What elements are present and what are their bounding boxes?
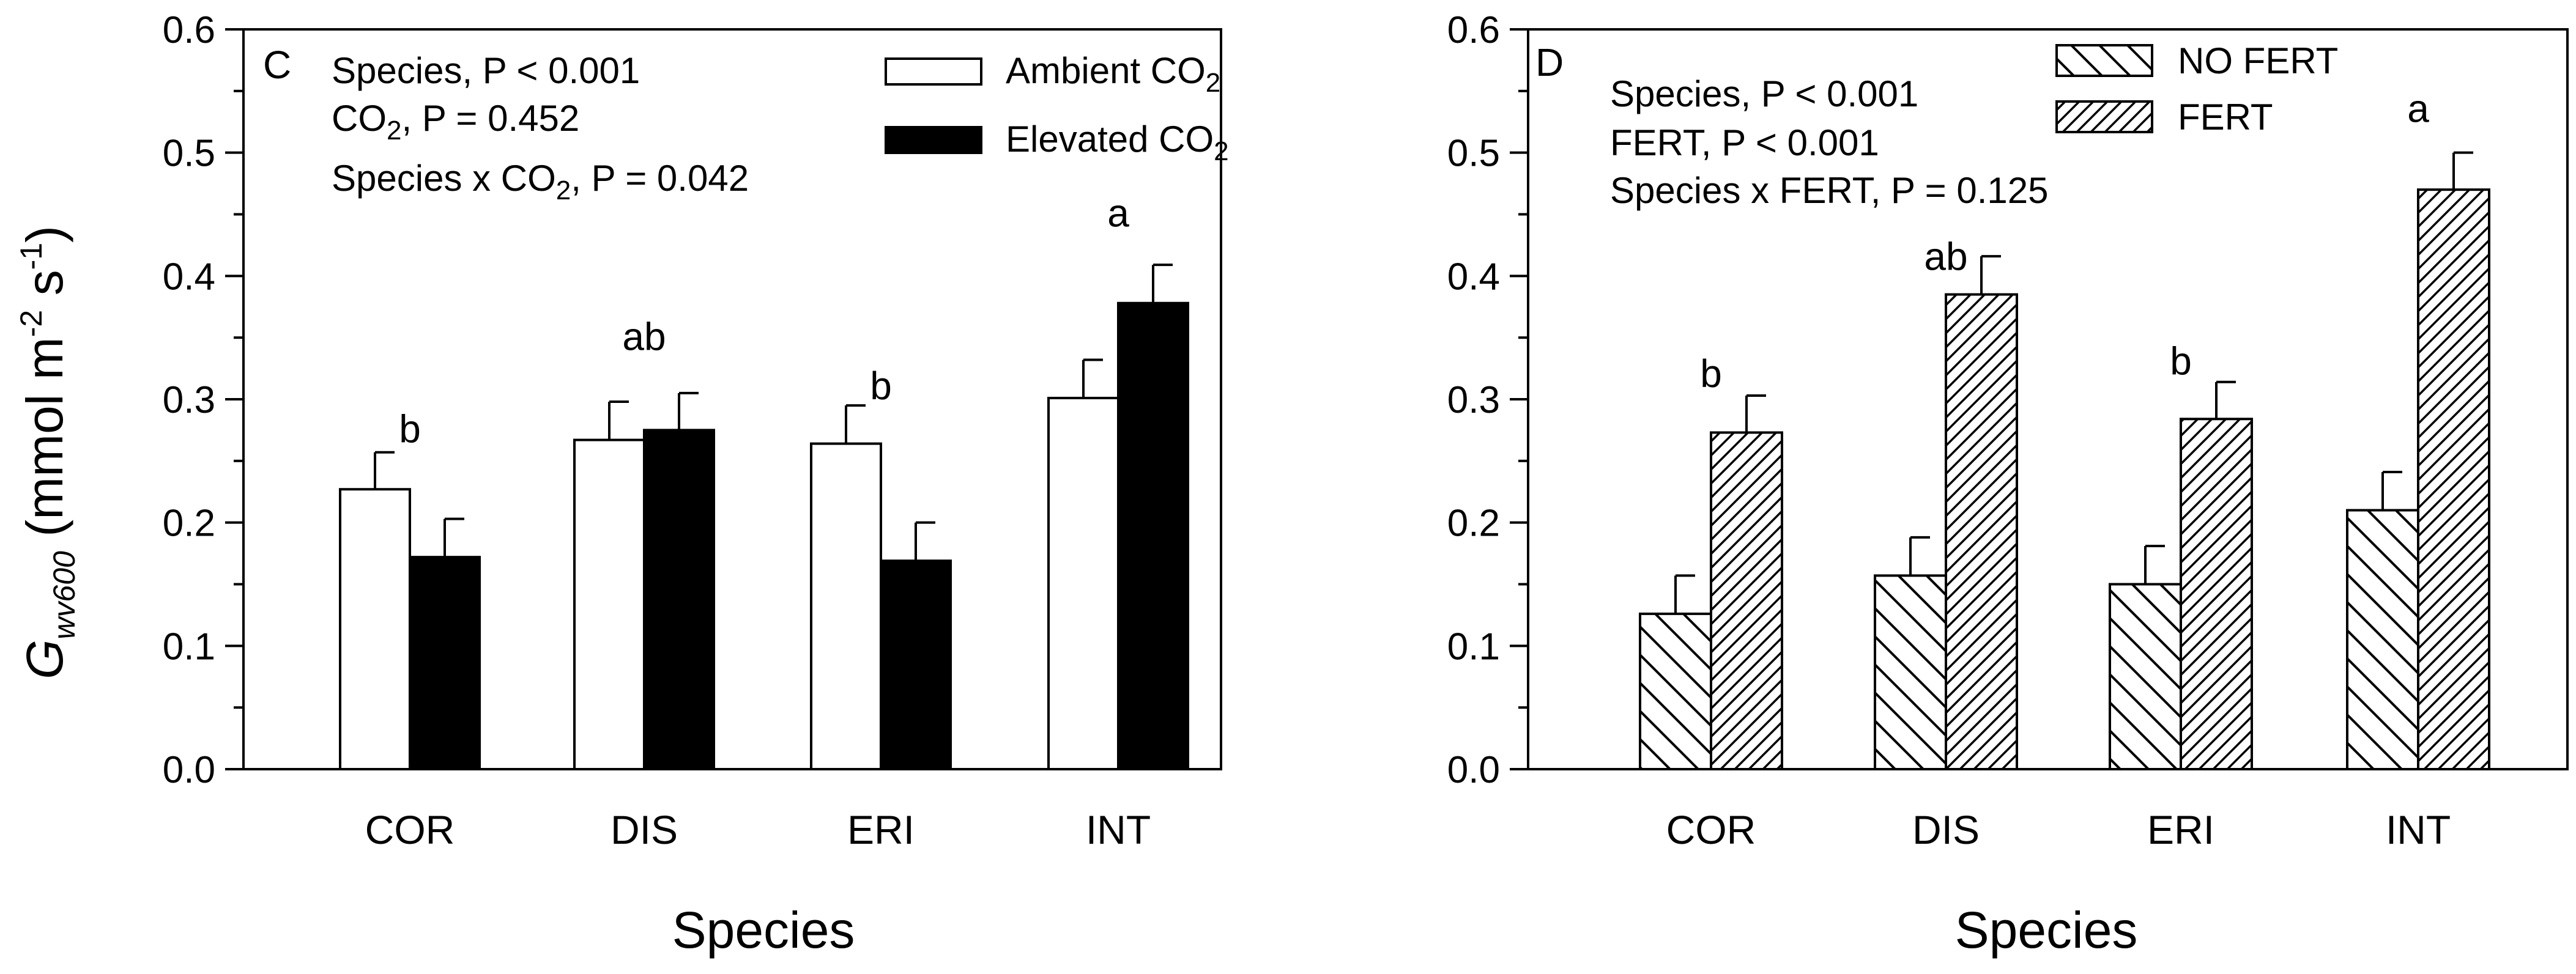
panel-d: 0.0 0.1 0.2 0.3 0.4 0.5 0.6 b ab b a COR DIS ERI INT… — [1447, 9, 2569, 959]
bar — [339, 488, 411, 770]
significance-letter: b — [399, 407, 421, 451]
bars — [1639, 188, 2490, 771]
y-tick-label: 0.5 — [1447, 133, 1500, 175]
y-tick-label: 0.4 — [1447, 256, 1500, 298]
significance-letter: ab — [1924, 234, 1967, 278]
legend-swatch-ambient — [885, 57, 982, 86]
legend-label: Ambient CO2 — [1006, 50, 1220, 98]
y-tick-label: 0.6 — [1447, 9, 1500, 51]
bar — [643, 429, 715, 770]
significance-letter: b — [2170, 339, 2192, 383]
x-tick-label: COR — [365, 807, 455, 852]
legend-swatch-fert — [2055, 100, 2153, 133]
bar — [573, 438, 645, 770]
bar — [1710, 431, 1783, 770]
bar — [2417, 188, 2490, 770]
bar — [1117, 301, 1189, 770]
y-tick-label: 0.2 — [163, 503, 215, 545]
stats-annotation: Species, P < 0.001 CO2, P = 0.452 Specie… — [332, 50, 749, 205]
stat-line: CO2, P = 0.452 — [332, 98, 579, 146]
y-tick-label: 0.0 — [163, 749, 215, 791]
x-axis-title: Species — [1955, 901, 2138, 959]
significance-letter: a — [1107, 191, 1129, 235]
stat-line: Species x CO2, P = 0.042 — [332, 158, 749, 205]
legend-label: FERT — [2178, 97, 2273, 138]
bar — [2180, 418, 2253, 770]
x-tick-label: ERI — [847, 807, 915, 852]
panel-label: C — [263, 43, 291, 87]
x-tick-label: DIS — [1912, 807, 1980, 852]
y-axis-title: Gwv600 (mmol m-2 s-1) — [14, 226, 81, 679]
stat-line: FERT, P < 0.001 — [1610, 122, 1879, 163]
y-axis-ticks: 0.0 0.1 0.2 0.3 0.4 0.5 0.6 — [163, 9, 243, 791]
significance-letter: a — [2407, 86, 2429, 130]
panel-c: 0.0 0.1 0.2 0.3 0.4 0.5 0.6 b ab b a COR DIS ERI INT… — [163, 9, 1229, 959]
significance-letter: b — [870, 364, 892, 408]
bar — [2109, 583, 2182, 770]
stat-line: Species, P < 0.001 — [1610, 73, 1918, 114]
legend: Ambient CO2 Elevated CO2 — [885, 50, 1229, 166]
legend-label: Elevated CO2 — [1006, 119, 1229, 166]
y-tick-label: 0.0 — [1447, 749, 1500, 791]
y-tick-label: 0.3 — [1447, 379, 1500, 421]
bar — [880, 559, 952, 771]
significance-letter: b — [1700, 352, 1722, 396]
panel-label: D — [1535, 40, 1564, 84]
y-tick-label: 0.6 — [163, 9, 215, 51]
legend-label: NO FERT — [2178, 40, 2338, 81]
significance-letters: b ab b a — [1700, 86, 2429, 396]
bar — [1639, 612, 1712, 771]
y-axis-ticks: 0.0 0.1 0.2 0.3 0.4 0.5 0.6 — [1447, 9, 1528, 791]
error-bars — [1674, 151, 2473, 614]
bar — [1945, 293, 2018, 771]
x-tick-labels: COR DIS ERI INT — [365, 807, 1151, 852]
y-tick-label: 0.1 — [1447, 625, 1500, 668]
stat-line: Species x FERT, P = 0.125 — [1610, 170, 2049, 211]
y-tick-label: 0.5 — [163, 133, 215, 175]
significance-letter: ab — [622, 314, 666, 358]
y-tick-label: 0.4 — [163, 256, 215, 298]
significance-letters: b ab b a — [399, 191, 1129, 451]
x-tick-label: ERI — [2147, 807, 2214, 852]
bar — [409, 556, 481, 771]
stat-line: Species, P < 0.001 — [332, 50, 640, 91]
y-tick-label: 0.1 — [163, 625, 215, 668]
y-tick-label: 0.3 — [163, 379, 215, 421]
y-tick-label: 0.2 — [1447, 503, 1500, 545]
x-tick-label: DIS — [611, 807, 678, 852]
x-axis-title: Species — [672, 901, 855, 959]
bar — [1047, 396, 1119, 770]
x-tick-label: COR — [1666, 807, 1756, 852]
legend-swatch-no-fert — [2055, 44, 2153, 77]
bars — [339, 301, 1189, 771]
bar — [1874, 574, 1947, 771]
x-tick-labels: COR DIS ERI INT — [1666, 807, 2451, 852]
x-tick-label: INT — [1086, 807, 1151, 852]
x-tick-label: INT — [2386, 807, 2451, 852]
error-bars — [374, 264, 1173, 561]
bar — [2346, 509, 2419, 770]
legend-swatch-elevated — [885, 126, 982, 154]
legend: NO FERT FERT — [2055, 40, 2338, 138]
stats-annotation: Species, P < 0.001 FERT, P < 0.001 Speci… — [1610, 73, 2049, 211]
bar — [810, 442, 882, 770]
